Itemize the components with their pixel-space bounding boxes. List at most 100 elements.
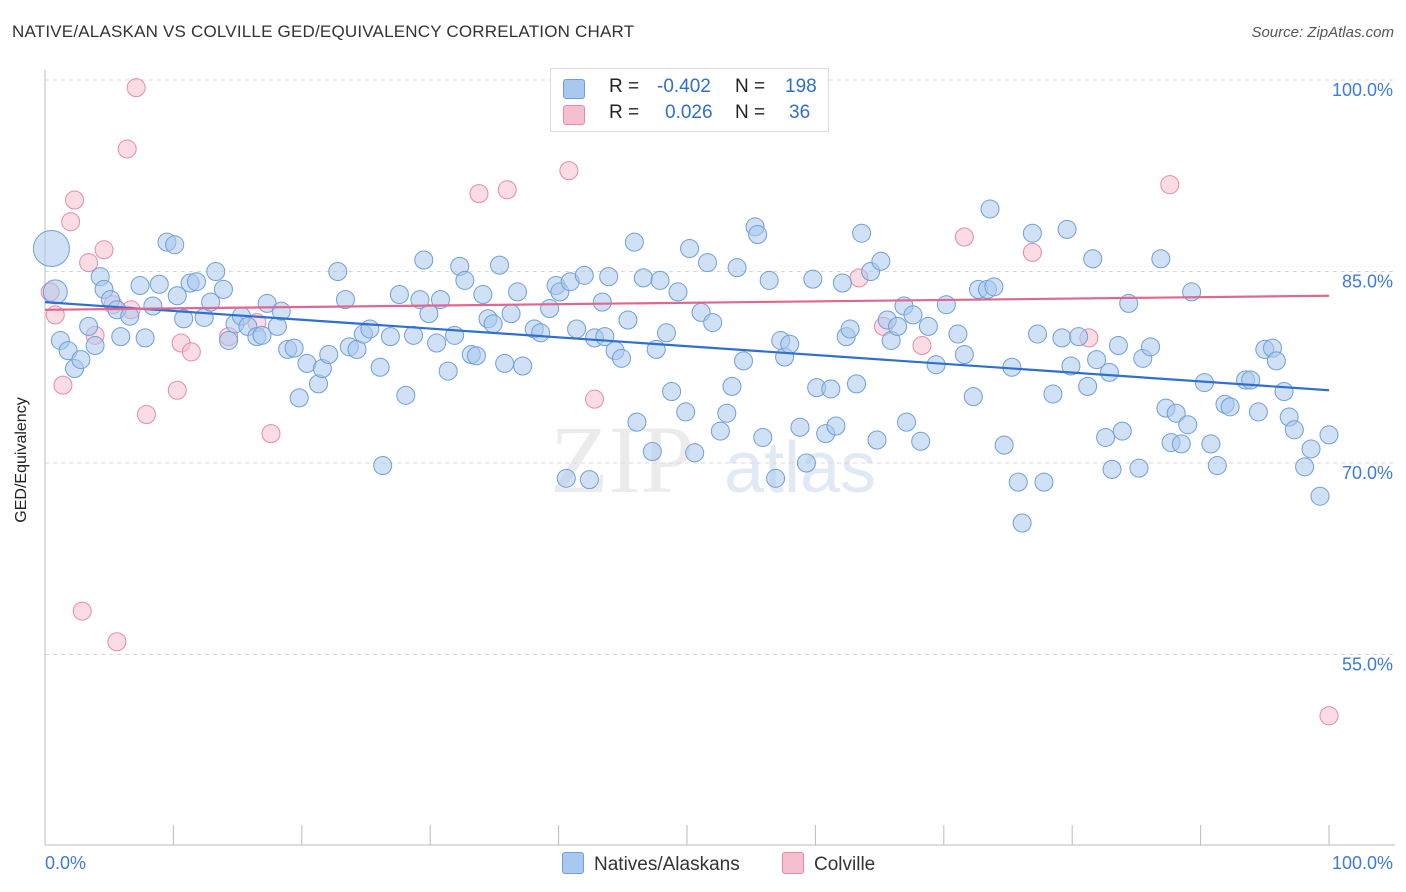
natives-alaskans-point (1028, 324, 1048, 344)
y-tick-label: 70.0% (1342, 463, 1393, 483)
natives-alaskans-point (727, 258, 747, 278)
natives-alaskans-point (1284, 420, 1304, 440)
natives-alaskans-point (1096, 427, 1116, 447)
colville-point (117, 139, 137, 159)
natives-alaskans-point (1102, 459, 1122, 479)
natives-alaskans-point (1301, 439, 1321, 459)
natives-alaskans-point (846, 374, 866, 394)
natives-alaskans-point (1274, 382, 1294, 402)
natives-alaskans-point (599, 267, 619, 287)
natives-alaskans-point (871, 251, 891, 271)
natives-alaskans-point (1099, 362, 1119, 382)
natives-alaskans-point (668, 282, 688, 302)
n-value: 36 (789, 102, 811, 123)
natives-alaskans-point (1295, 457, 1315, 477)
natives-alaskans-point (466, 346, 486, 366)
natives-alaskans-point (174, 309, 194, 329)
natives-alaskans-point (404, 325, 424, 345)
colville-point (585, 389, 605, 409)
natives-alaskans-point (167, 286, 187, 306)
natives-alaskans-point (911, 431, 931, 451)
colville-point (1022, 242, 1042, 262)
natives-alaskans-point (592, 292, 612, 312)
natives-alaskans-point (1057, 219, 1077, 239)
natives-alaskans-point (143, 296, 163, 316)
natives-alaskans-point (662, 382, 682, 402)
natives-alaskans-point (1248, 402, 1268, 422)
natives-alaskans-point (1178, 415, 1198, 435)
natives-alaskans-points (32, 199, 1339, 533)
natives-alaskans-point (71, 350, 91, 370)
natives-alaskans-point (531, 323, 551, 343)
natives-alaskans-point (284, 338, 304, 358)
natives-alaskans-point (642, 442, 662, 462)
colville-point (136, 404, 156, 424)
natives-alaskans-point (373, 456, 393, 476)
natives-alaskans-point (1266, 351, 1286, 371)
natives-alaskans-point (650, 270, 670, 290)
natives-alaskans-point (826, 416, 846, 436)
r-label: R = (609, 102, 640, 123)
natives-alaskans-point (501, 304, 521, 324)
natives-alaskans-point (766, 468, 786, 488)
grid (45, 79, 1395, 655)
natives-alaskans-point (1310, 486, 1330, 506)
r-value: 0.026 (665, 102, 713, 123)
colville-points (40, 70, 1339, 726)
natives-alaskans-point (79, 316, 99, 336)
natives-alaskans-point (748, 224, 768, 244)
natives-alaskans-point (759, 270, 779, 290)
natives-alaskans-point (984, 277, 1004, 297)
natives-alaskans-point (430, 290, 450, 310)
natives-alaskans-point (1151, 249, 1171, 269)
natives-alaskans-point (1061, 356, 1081, 376)
natives-alaskans-point (410, 290, 430, 310)
natives-alaskans-point (490, 255, 510, 275)
natives-alaskans-point (438, 361, 458, 381)
natives-alaskans-point (1166, 403, 1186, 423)
colville-trendline (44, 294, 1330, 311)
natives-alaskans-point (574, 265, 594, 285)
natives-alaskans-point (1319, 425, 1339, 445)
trend-lines (44, 294, 1330, 392)
natives-alaskans-point (319, 344, 339, 364)
natives-alaskans-point (680, 239, 700, 259)
pink-swatch (563, 105, 585, 125)
colville-point (1319, 706, 1339, 726)
natives-alaskans-point (206, 262, 226, 281)
natives-alaskans-point (954, 344, 974, 364)
natives-alaskans-point (328, 262, 348, 281)
natives-alaskans-point (803, 269, 823, 289)
colville-point (65, 190, 85, 210)
natives-alaskans-point (994, 435, 1014, 455)
natives-alaskans-point (213, 279, 233, 299)
natives-alaskans-point (1112, 421, 1132, 441)
natives-alaskans-point (1069, 327, 1089, 347)
natives-alaskans-point (32, 230, 70, 268)
natives-alaskans-point (722, 376, 742, 396)
colville-point (126, 78, 146, 98)
natives-alaskans-point (821, 379, 841, 399)
natives-alaskans-point (1083, 249, 1103, 269)
colville-point (61, 212, 81, 232)
natives-alaskans-point (1022, 223, 1042, 243)
natives-alaskans-point (1008, 472, 1028, 492)
tick-labels: 55.0% 70.0% 85.0% 100.0% 0.0% 100.0% (45, 80, 1393, 873)
natives-alaskans-point (135, 328, 155, 348)
colville-point (107, 632, 127, 652)
colville-point (954, 227, 974, 247)
natives-alaskans-point (85, 336, 105, 356)
legend-item-natives: Natives/Alaskans (562, 852, 740, 878)
natives-alaskans-point (703, 313, 723, 333)
natives-alaskans-point (936, 295, 956, 315)
natives-alaskans-point (1141, 337, 1161, 357)
colville-point (469, 184, 489, 204)
colville-point (912, 336, 932, 356)
chart-title: NATIVE/ALASKAN VS COLVILLE GED/EQUIVALEN… (12, 22, 635, 41)
axes (44, 70, 1395, 846)
series-legend: Natives/Alaskans Colville (0, 852, 1406, 878)
natives-alaskans-point (656, 323, 676, 343)
y-tick-label: 100.0% (1332, 80, 1393, 100)
natives-alaskans-point (710, 421, 730, 441)
natives-alaskans-point (1129, 458, 1149, 478)
